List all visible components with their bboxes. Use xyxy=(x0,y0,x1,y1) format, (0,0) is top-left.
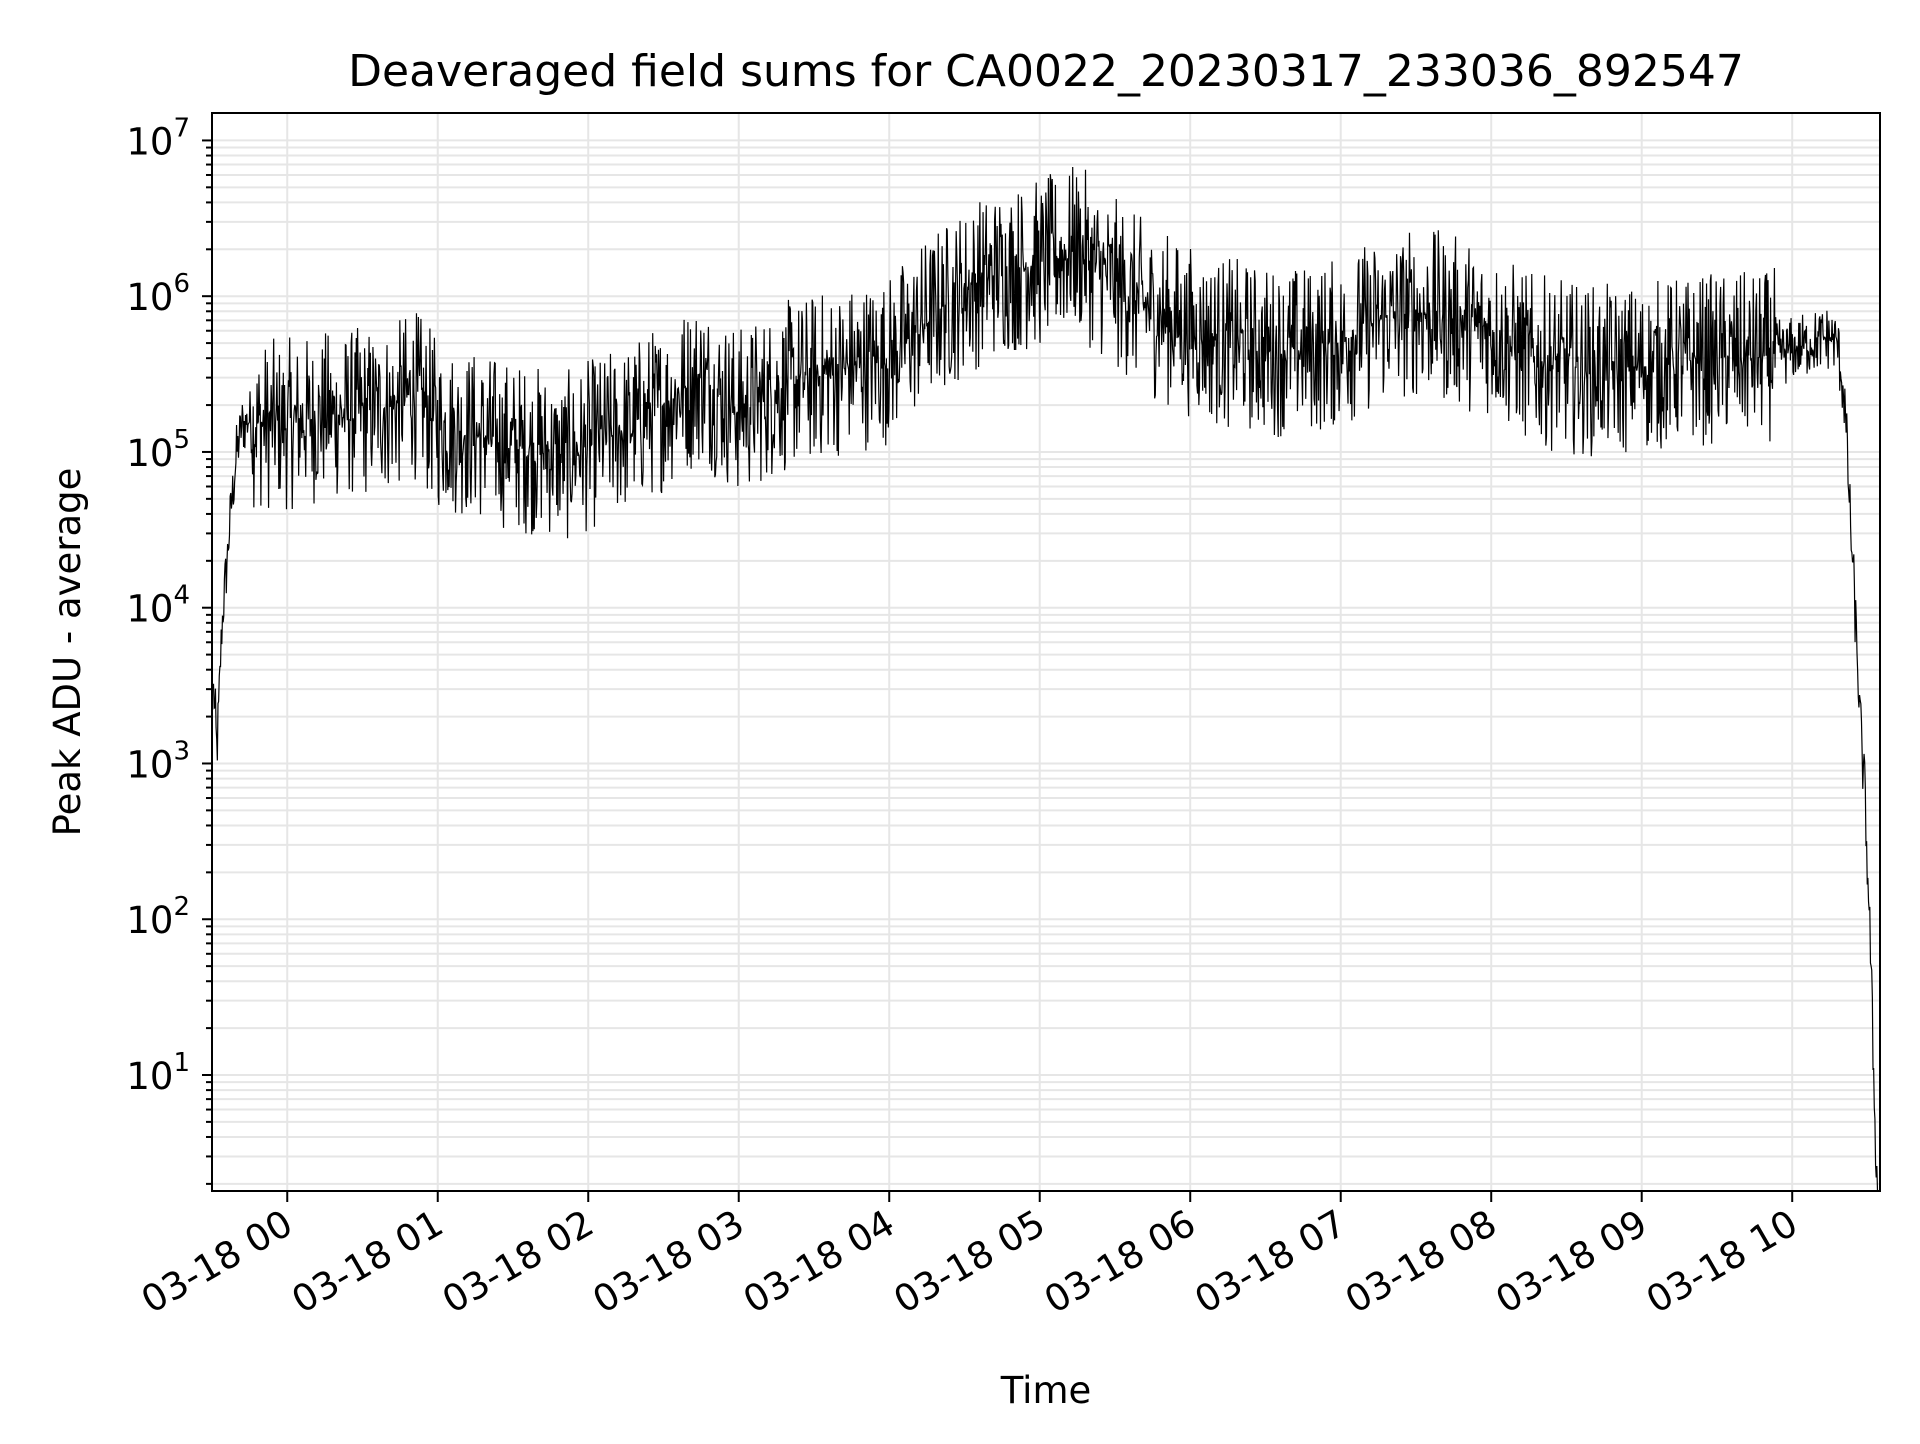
series-line xyxy=(212,166,1879,1192)
y-tick-label: 102 xyxy=(126,892,190,942)
y-tick-label: 101 xyxy=(126,1048,190,1098)
y-tick-label: 104 xyxy=(126,581,190,631)
y-tick-label: 107 xyxy=(126,113,190,163)
plot-area-frame xyxy=(211,112,1881,1192)
y-tick-label: 105 xyxy=(126,425,190,475)
chart-title: Deaveraged field sums for CA0022_2023031… xyxy=(348,46,1744,97)
grid xyxy=(212,113,1880,1191)
y-axis-label: Peak ADU - average xyxy=(46,468,89,837)
series-layer xyxy=(212,166,1879,1192)
x-axis-label: Time xyxy=(1000,1369,1092,1412)
y-tick-label: 103 xyxy=(126,736,190,786)
y-tick-label: 106 xyxy=(126,269,190,319)
